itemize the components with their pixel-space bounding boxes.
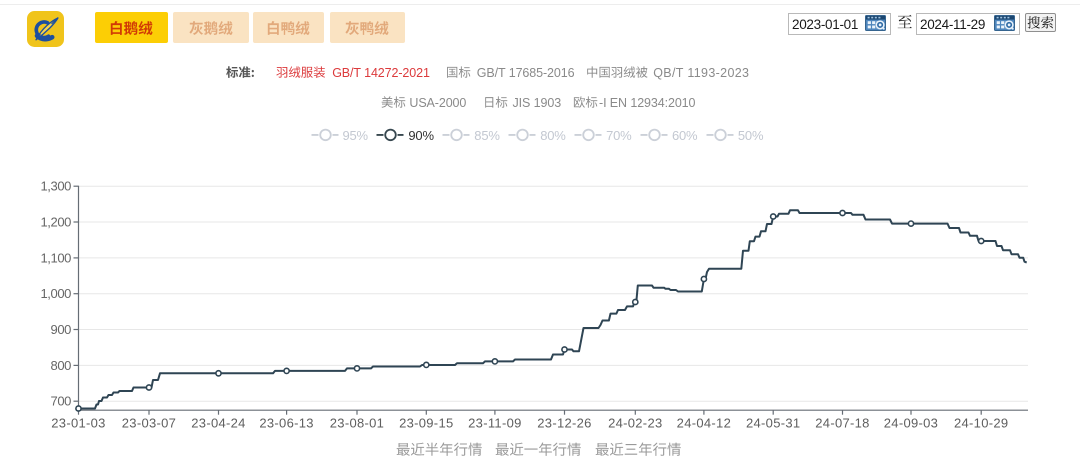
svg-text:23-08-01: 23-08-01 (330, 416, 384, 431)
svg-text:800: 800 (51, 358, 72, 373)
svg-text:23-01-03: 23-01-03 (51, 416, 105, 431)
svg-text:24-04-12: 24-04-12 (677, 416, 731, 431)
svg-text:900: 900 (51, 322, 72, 337)
svg-text:24-10-29: 24-10-29 (954, 416, 1008, 431)
svg-text:24-07-18: 24-07-18 (815, 416, 869, 431)
svg-text:23-11-09: 23-11-09 (468, 416, 521, 431)
svg-text:1,000: 1,000 (40, 286, 71, 301)
svg-text:24-09-03: 24-09-03 (884, 416, 938, 431)
svg-text:1,300: 1,300 (40, 179, 71, 194)
svg-text:23-12-26: 23-12-26 (537, 416, 591, 431)
svg-text:23-09-15: 23-09-15 (399, 416, 453, 431)
svg-text:24-05-31: 24-05-31 (746, 416, 800, 431)
svg-text:24-02-23: 24-02-23 (608, 416, 662, 431)
svg-text:23-06-13: 23-06-13 (259, 416, 313, 431)
svg-text:23-04-24: 23-04-24 (191, 416, 245, 431)
svg-text:1,100: 1,100 (40, 250, 71, 265)
svg-text:1,200: 1,200 (40, 215, 71, 230)
svg-text:700: 700 (51, 394, 72, 409)
svg-text:23-03-07: 23-03-07 (122, 416, 176, 431)
